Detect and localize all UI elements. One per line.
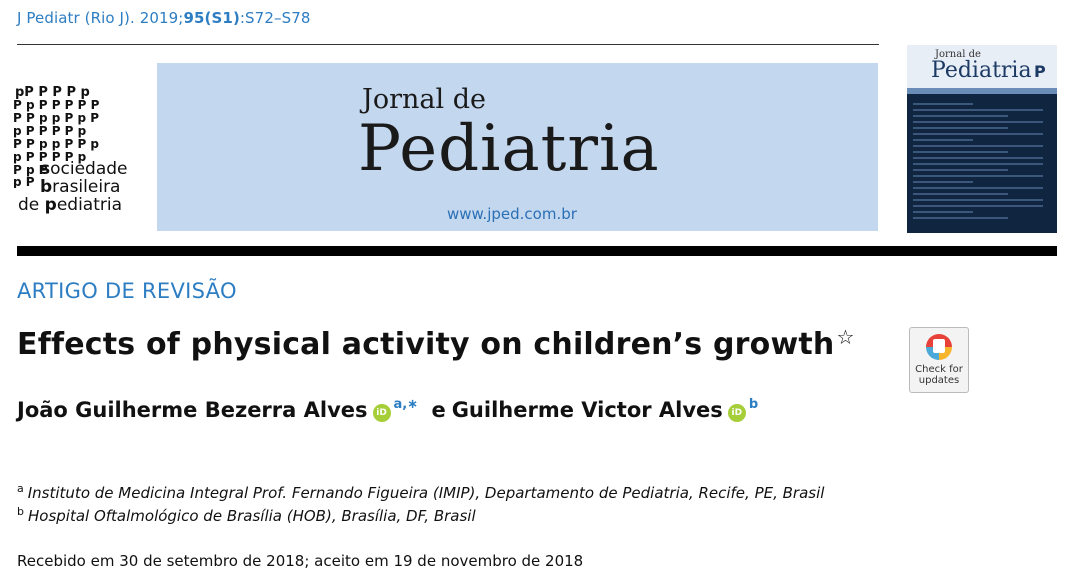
author-list: João Guilherme Bezerra Alves iDa,∗ e Guilh… <box>17 397 758 422</box>
check-updates-label: Check for updates <box>915 364 963 386</box>
crossmark-icon <box>926 334 952 360</box>
affiliation-mark: a <box>17 482 24 495</box>
citation-pages: :S72–S78 <box>239 9 311 27</box>
journal-name-small: Jornal de <box>362 84 486 115</box>
affiliation-mark: b <box>17 505 24 518</box>
article-title: Effects of physical activity on children… <box>17 325 855 362</box>
affiliation-item: b Hospital Oftalmológico de Brasília (HOB… <box>17 505 476 525</box>
svg-text:P p P P P P P: P p P P P P P <box>13 98 100 112</box>
svg-text:P p P: P p P <box>13 163 48 177</box>
society-p-logo-icon: pP P P P p P p P P P P P P P p p P p P p… <box>13 85 100 188</box>
svg-text:p P: p P <box>13 175 35 188</box>
svg-text:P P p p P P p: P P p p P P p <box>13 137 99 151</box>
article-section: ARTIGO DE REVISÃO <box>17 279 237 303</box>
affiliation-item: a Instituto de Medicina Integral Prof. Fe… <box>17 482 824 502</box>
orcid-icon[interactable]: iD <box>727 404 746 422</box>
author-name: Guilherme Victor Alves <box>451 398 723 422</box>
header-divider <box>17 44 879 45</box>
affiliation-text: Instituto de Medicina Integral Prof. Fer… <box>27 484 825 502</box>
journal-url-link[interactable]: www.jped.com.br <box>447 205 577 223</box>
journal-name-large: Pediatria <box>358 112 660 186</box>
author-connector: e <box>431 398 446 422</box>
received-dates: Recebido em 30 de setembro de 2018; acei… <box>17 552 584 570</box>
cover-header <box>907 45 1057 90</box>
article-title-text: Effects of physical activity on children… <box>17 327 835 362</box>
author-affiliation-link[interactable]: b <box>748 397 759 412</box>
citation-volume: 95(S1) <box>183 9 240 27</box>
author-name: João Guilherme Bezerra Alves <box>17 398 368 422</box>
check-for-updates-button[interactable]: Check for updates <box>909 327 969 393</box>
society-logo: pP P P P p P p P P P P P P P p p P p P p… <box>13 82 143 215</box>
cover-contents <box>913 99 1053 223</box>
citation-prefix: J Pediatr (Rio J). 2019; <box>17 9 184 27</box>
cover-strip <box>907 88 1057 94</box>
cover-journal-title: Pediatria <box>931 58 1032 83</box>
cover-logo-icon: P <box>1034 62 1046 81</box>
journal-banner <box>157 63 878 231</box>
affiliation-text: Hospital Oftalmológico de Brasília (HOB)… <box>27 507 476 525</box>
society-name: sociedade brasileira de pediatria <box>18 159 128 215</box>
banner-divider <box>17 246 1057 256</box>
author-affiliation-link[interactable]: a,∗ <box>393 397 419 412</box>
svg-text:P P p p P p P: P P p p P p P <box>13 111 99 125</box>
title-footnote-star-icon[interactable]: ☆ <box>836 325 855 349</box>
svg-text:p P P P P p: p P P P P p <box>13 150 87 164</box>
journal-cover-thumbnail[interactable]: Jornal de Pediatria P <box>907 45 1057 233</box>
cover-journal-small: Jornal de <box>935 49 981 60</box>
orcid-icon[interactable]: iD <box>372 404 391 422</box>
svg-text:p P P P P p: p P P P P p <box>13 124 87 138</box>
svg-text:pP P P P p: pP P P P p <box>15 85 90 100</box>
journal-citation[interactable]: J Pediatr (Rio J). 2019;95(S1):S72–S78 <box>17 9 310 27</box>
